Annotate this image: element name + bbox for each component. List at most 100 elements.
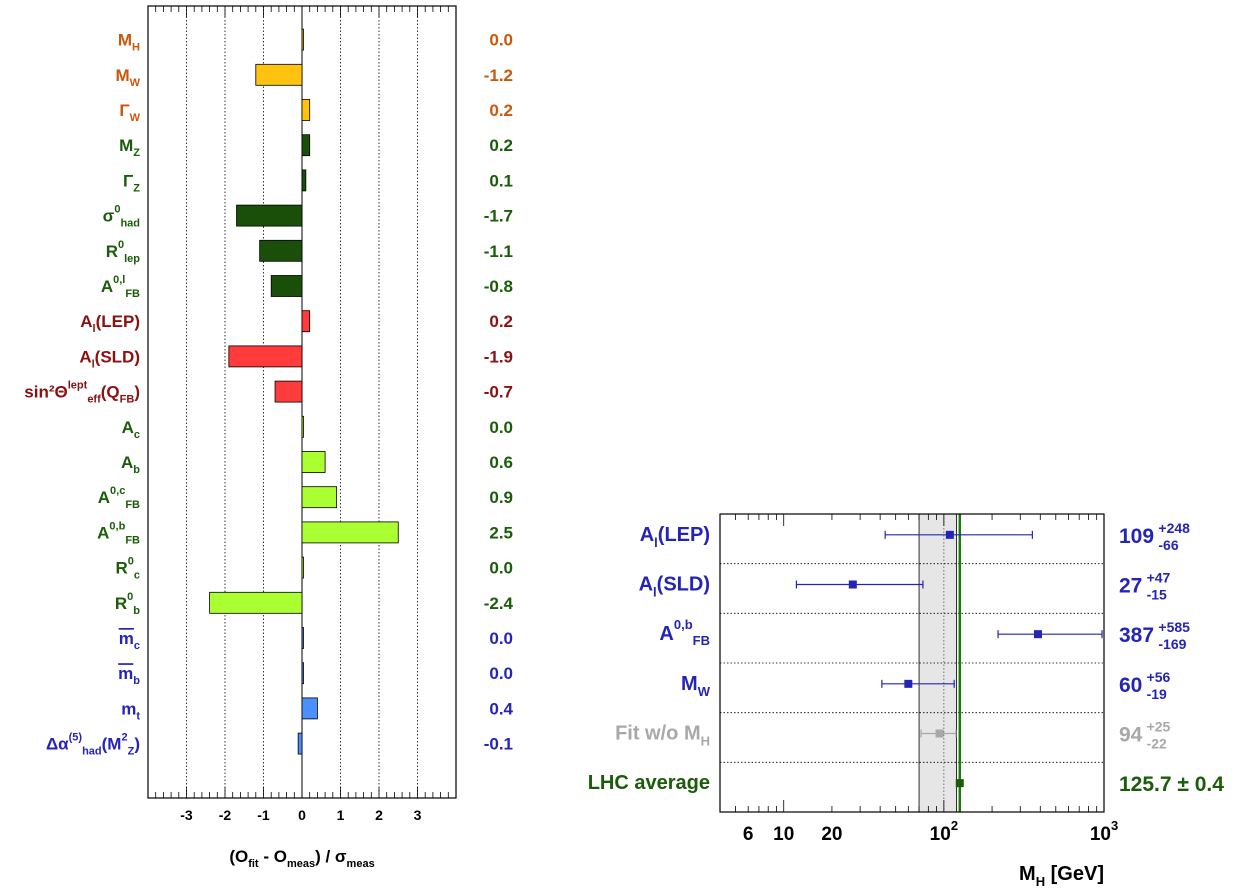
- point-AFB-b: [1033, 630, 1042, 639]
- bar-AFB-b: [301, 521, 399, 544]
- err-minus: -66: [1158, 537, 1178, 553]
- value-MH: 0.0: [489, 31, 513, 50]
- point-Al-SLD: [848, 580, 857, 589]
- point-lhc-average: [955, 779, 964, 788]
- x-tick-label: 103: [1090, 818, 1118, 845]
- label-Al-SLD: Al(SLD): [79, 347, 140, 370]
- value-sigma-had: -1.7: [484, 207, 513, 226]
- value-Ab: 0.6: [489, 453, 513, 472]
- value-mc: 0.0: [489, 629, 513, 648]
- label-sigma-had: σ0had: [103, 204, 140, 230]
- x-tick-label: -1: [257, 807, 270, 823]
- value-R-lep: -1.1: [484, 242, 513, 261]
- err-plus: +248: [1158, 520, 1190, 536]
- x-axis-title: MH [GeV]: [1019, 863, 1104, 889]
- x-tick-label: 3: [414, 807, 422, 823]
- value-AFB-l: -0.8: [484, 277, 513, 296]
- pull-chart: MH 0.0 MW -1.2 ΓW 0.2 MZ 0.2 ΓZ 0.1 σ0had -1.7 R0lep…: [24, 5, 514, 870]
- bar-MH: [301, 28, 304, 51]
- label-R-lep: R0lep: [106, 239, 141, 265]
- bar-Al-LEP: [301, 310, 311, 333]
- x-tick-label: 1: [337, 807, 345, 823]
- label-Al-SLD: Al(SLD): [639, 574, 710, 600]
- value-mb: 0.0: [489, 664, 513, 683]
- label-AFB-c: A0,cFB: [98, 485, 140, 511]
- bar-mt: [301, 697, 318, 720]
- x-tick-label: 10: [773, 824, 794, 845]
- bar-GammaW: [301, 99, 311, 121]
- result-MW: 60: [1119, 674, 1142, 697]
- value-delta-alpha: -0.1: [484, 735, 513, 754]
- label-AFB-b: A0,bFB: [659, 617, 710, 648]
- bar-Ac: [301, 415, 304, 438]
- bar-MW: [255, 63, 303, 86]
- bar-GammaZ: [301, 169, 307, 192]
- plot-frame: [719, 513, 1105, 813]
- value-AFB-c: 0.9: [489, 488, 513, 507]
- x-tick-label: 2: [375, 807, 383, 823]
- bar-AFB-l: [270, 275, 303, 297]
- err-plus: +585: [1158, 619, 1190, 635]
- err-plus: +56: [1147, 669, 1171, 685]
- bar-MZ: [301, 134, 311, 157]
- value-Ac: 0.0: [489, 418, 513, 437]
- bar-Rb: [209, 591, 303, 614]
- bar-Rc: [301, 556, 304, 579]
- label-Ab: Ab: [121, 453, 140, 476]
- x-tick-label: -2: [219, 807, 232, 823]
- x-tick-label: 6: [743, 824, 754, 845]
- higgs-mass-chart: Al(LEP) 109 +248-66 Al(SLD) 27 +47-15 A0,bFB 38…: [588, 513, 1224, 889]
- label-AFB-b: A0,bFB: [97, 520, 140, 546]
- value-Rc: 0.0: [489, 559, 513, 578]
- point-fit-wo-MH: [935, 729, 944, 738]
- bar-mb: [301, 662, 304, 685]
- err-plus: +47: [1147, 570, 1171, 586]
- label-mc: mc: [119, 629, 140, 652]
- label-GammaW: ΓW: [119, 101, 140, 124]
- bar-AFB-c: [301, 486, 338, 509]
- x-tick-label: 102: [930, 818, 958, 845]
- value-MZ: 0.2: [489, 136, 513, 155]
- bar-mc: [301, 627, 304, 649]
- label-Ac: Ac: [122, 418, 140, 441]
- label-fit-wo-MH: Fit w/o MH: [615, 723, 710, 749]
- label-Al-LEP: Al(LEP): [80, 312, 140, 335]
- value-Al-LEP: 0.2: [489, 312, 513, 331]
- lhc-line: [958, 514, 962, 812]
- value-Al-SLD: -1.9: [484, 347, 513, 366]
- err-minus: -169: [1158, 636, 1186, 652]
- label-mt: mt: [121, 699, 140, 722]
- bar-R-lep: [259, 239, 303, 262]
- value-sin2theta: -0.7: [484, 383, 513, 402]
- x-tick-label: 20: [821, 824, 842, 845]
- result-Al-LEP: 109: [1119, 525, 1154, 548]
- x-tick-label: -3: [180, 807, 193, 823]
- label-AFB-l: A0,lFB: [101, 274, 140, 300]
- result-fit-wo-MH: 94: [1119, 724, 1143, 747]
- err-minus: -22: [1147, 736, 1167, 752]
- value-AFB-b: 2.5: [489, 523, 513, 542]
- label-mb: mb: [118, 664, 140, 687]
- bar-sigma-had: [236, 204, 303, 227]
- err-plus: +25: [1147, 719, 1171, 735]
- label-Rb: R0b: [115, 591, 140, 617]
- x-axis-title: (Ofit - Omeas) / σmeas: [229, 847, 374, 870]
- label-delta-alpha: Δα(5)had(M2Z): [46, 732, 140, 758]
- x-tick-label: 0: [298, 807, 306, 823]
- label-MW: MW: [115, 66, 140, 89]
- value-MW: -1.2: [484, 66, 513, 85]
- bar-Ab: [301, 451, 326, 473]
- point-MW: [904, 679, 913, 688]
- bar-sin2theta: [274, 380, 303, 403]
- err-minus: -19: [1147, 686, 1167, 702]
- label-MZ: MZ: [119, 136, 140, 159]
- result-Al-SLD: 27: [1119, 575, 1142, 598]
- result-AFB-b: 387: [1119, 624, 1154, 647]
- value-GammaW: 0.2: [489, 101, 513, 120]
- value-GammaZ: 0.1: [489, 171, 513, 190]
- label-Al-LEP: Al(LEP): [640, 524, 710, 550]
- bar-delta-alpha: [297, 732, 303, 755]
- value-mt: 0.4: [489, 699, 513, 718]
- label-MH: MH: [118, 31, 140, 54]
